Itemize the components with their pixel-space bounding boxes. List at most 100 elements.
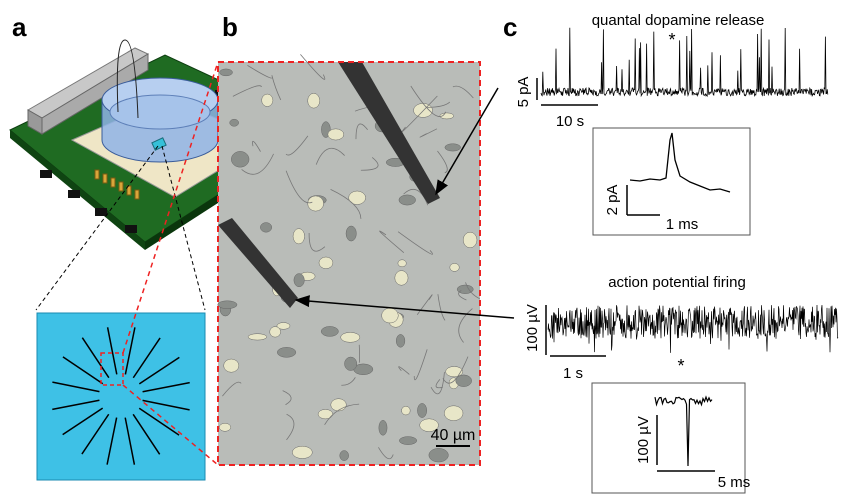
cell [419, 418, 439, 432]
neurite [330, 189, 362, 219]
cell [330, 398, 347, 412]
neurite [247, 65, 273, 79]
cell [307, 195, 324, 212]
neurite [282, 390, 292, 406]
trace-title: action potential firing [608, 274, 746, 291]
neurite [271, 75, 282, 101]
cell [344, 356, 358, 371]
neurite [222, 381, 242, 397]
cell [445, 366, 464, 378]
neurite [300, 54, 326, 80]
panel-c: c quantal dopamine release * 5 pA 10 s 2… [503, 12, 839, 494]
dish-inner [109, 94, 211, 130]
neurite [458, 308, 473, 343]
electrode-line [142, 381, 190, 393]
electrode-line [106, 417, 118, 465]
electrode-line [142, 399, 190, 411]
trace-title: quantal dopamine release [592, 12, 765, 29]
cell [292, 445, 313, 459]
neurite [465, 282, 480, 300]
cell [223, 358, 240, 373]
neurite [435, 379, 443, 389]
neurite [458, 290, 467, 301]
scale-label: 1 s [563, 365, 583, 382]
cell [417, 403, 428, 418]
scale-label: 100 µV [635, 416, 652, 464]
arrow [294, 295, 515, 319]
cell [277, 347, 297, 358]
cell [229, 118, 239, 127]
electrode-line [62, 407, 104, 436]
zoom-line [122, 384, 219, 466]
inset-trace [629, 132, 731, 193]
electrode-line [62, 356, 104, 385]
event-marker: * [668, 30, 675, 50]
electrode-line [52, 381, 100, 393]
cell [397, 259, 407, 268]
cell [260, 222, 273, 233]
cell [231, 151, 250, 168]
cell [317, 409, 334, 420]
neurite [413, 349, 428, 381]
scale-label: 5 ms [718, 474, 751, 491]
zoom-line [122, 61, 219, 354]
cell [378, 420, 388, 436]
neurite [285, 135, 309, 156]
cell [456, 284, 474, 294]
neurite [360, 157, 379, 171]
electrodes [52, 327, 190, 465]
neurite [324, 403, 360, 425]
scale-label: 100 µV [524, 304, 541, 352]
electrode [218, 218, 298, 308]
cell [444, 405, 464, 421]
cell [462, 231, 478, 249]
neurite [241, 153, 274, 175]
electrode-line [132, 413, 161, 455]
neurite [378, 447, 394, 460]
cell [444, 143, 461, 152]
reference-wire [116, 39, 139, 119]
electrode-line [81, 413, 110, 455]
cell [399, 436, 418, 445]
cell [318, 256, 334, 269]
cell [247, 333, 268, 341]
electrode-line [132, 337, 161, 379]
cell [381, 307, 399, 324]
electrode-line [81, 337, 110, 379]
zoom-line [161, 145, 206, 311]
cell [345, 225, 357, 242]
trace [547, 304, 839, 353]
cell [339, 450, 349, 461]
cell [307, 93, 321, 109]
neurite [285, 170, 313, 204]
scale-label: 10 s [556, 113, 584, 130]
cell [269, 326, 281, 338]
neurite [442, 356, 469, 384]
cell [428, 448, 449, 463]
neurite [315, 147, 345, 165]
cell [261, 93, 274, 107]
cell [348, 190, 366, 205]
panel-b: 40 µm b [217, 12, 481, 466]
inset-trace [654, 395, 713, 467]
cell [320, 326, 339, 337]
cell [293, 273, 305, 288]
neurite [403, 188, 429, 206]
scale-label: 40 µm [431, 427, 476, 444]
scale-label: 5 pA [515, 77, 532, 108]
electrode [338, 62, 440, 204]
cell [276, 322, 291, 330]
neurite [308, 232, 326, 252]
cell [439, 112, 454, 120]
cell [449, 263, 460, 272]
neurite [419, 128, 438, 138]
zoom-box [100, 352, 124, 386]
cell [394, 270, 409, 286]
arrow [435, 87, 499, 196]
mea-chip [151, 137, 167, 151]
neurite [401, 95, 438, 133]
neurite [355, 123, 368, 140]
neurite [398, 366, 410, 375]
trace [540, 27, 829, 98]
scale-label: 2 pA [604, 185, 621, 216]
